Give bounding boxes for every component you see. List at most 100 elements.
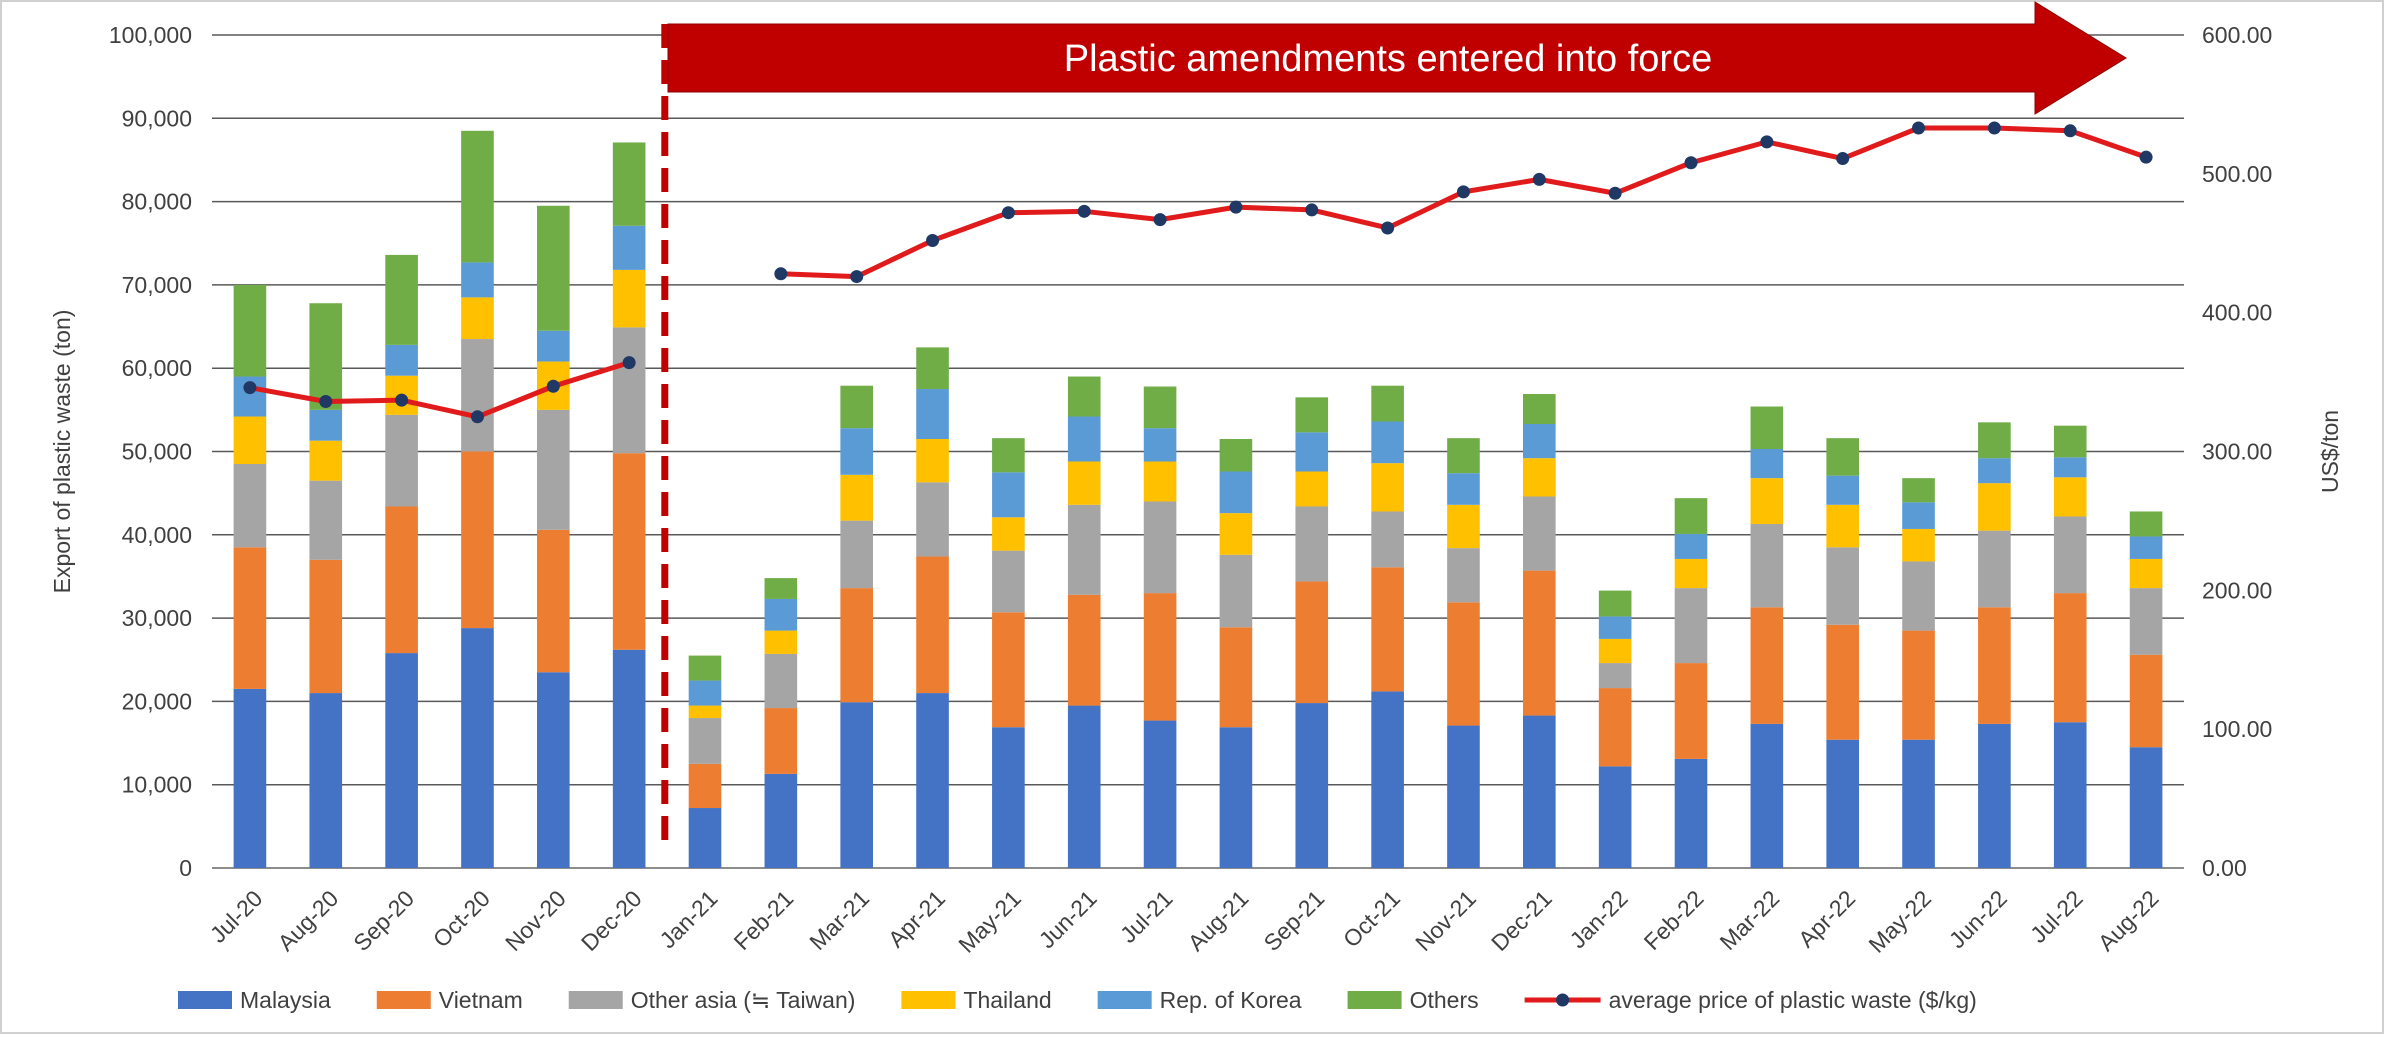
bar-segment-others: [1902, 478, 1935, 503]
bar-segment-other-asia-taiwan: [916, 482, 949, 557]
legend-swatch: [1097, 991, 1152, 1009]
bar-segment-thailand: [1067, 461, 1101, 505]
bar-segment-malaysia: [1523, 715, 1556, 868]
bar-segment-rep-of-korea: [385, 344, 418, 376]
price-point: [1987, 121, 2001, 135]
y2-tick-label: 200.00: [2202, 577, 2272, 603]
bar-segment-other-asia-taiwan: [1750, 523, 1784, 608]
x-tick-label: Jul-21: [1115, 885, 1178, 948]
bar-segment-thailand: [916, 439, 949, 483]
bar-segment-vietnam: [1143, 593, 1177, 721]
x-tick-label: Apr-21: [883, 885, 950, 952]
y-tick-label: 80,000: [122, 189, 192, 215]
bar-segment-malaysia: [1902, 739, 1935, 868]
x-tick-label: Dec-20: [576, 885, 647, 956]
legend-label: Malaysia: [240, 987, 331, 1013]
bar-segment-others: [1447, 438, 1480, 474]
bar-segment-vietnam: [764, 708, 798, 774]
bar-segment-rep-of-korea: [840, 428, 873, 475]
bar-segment-thailand: [1902, 528, 1935, 562]
bar-segment-malaysia: [2129, 747, 2163, 868]
bar-segment-other-asia-taiwan: [1143, 501, 1177, 594]
bar-segment-malaysia: [916, 693, 949, 868]
x-tick-label: Mar-22: [1714, 885, 1784, 955]
bar-segment-others: [1143, 386, 1177, 429]
price-point: [1381, 221, 1395, 235]
bar-segment-vietnam: [1674, 663, 1708, 759]
y-tick-label: 60,000: [122, 355, 192, 381]
x-tick-label: May-22: [1863, 885, 1936, 958]
price-point: [1456, 185, 1470, 199]
bar-segment-others: [688, 655, 722, 681]
legend-label: Vietnam: [439, 987, 523, 1013]
price-point: [243, 381, 257, 395]
bar-segment-thailand: [840, 474, 873, 521]
y2-tick-label: 0.00: [2202, 855, 2247, 881]
x-tick-label: Oct-21: [1338, 885, 1405, 952]
bar-segment-vietnam: [1447, 602, 1480, 726]
bar-segment-thailand: [1143, 461, 1177, 502]
y-tick-label: 0: [179, 855, 192, 881]
bar-segment-other-asia-taiwan: [537, 409, 570, 530]
bar-segment-other-asia-taiwan: [840, 520, 873, 589]
bar-segment-malaysia: [1371, 691, 1404, 868]
bar-segment-other-asia-taiwan: [1523, 496, 1556, 571]
bar-segment-rep-of-korea: [1598, 616, 1632, 639]
bar-segment-vietnam: [840, 588, 873, 703]
price-point: [2063, 124, 2077, 138]
bar-segment-others: [2053, 425, 2087, 458]
bar-segment-others: [1750, 406, 1784, 450]
bar-segment-vietnam: [1067, 594, 1101, 706]
price-point: [1153, 213, 1167, 227]
y-tick-label: 100,000: [109, 22, 192, 48]
bar-segment-malaysia: [537, 672, 570, 868]
bar-segment-rep-of-korea: [1295, 432, 1329, 472]
bar-segment-malaysia: [385, 653, 418, 868]
bar-segment-rep-of-korea: [1219, 471, 1253, 514]
price-point: [622, 356, 636, 370]
bar-segment-thailand: [1598, 638, 1632, 664]
price-point: [1001, 206, 1015, 220]
bar-segment-rep-of-korea: [1143, 428, 1177, 462]
y-tick-label: 10,000: [122, 772, 192, 798]
bar-segment-other-asia-taiwan: [385, 414, 418, 507]
price-point: [926, 233, 940, 247]
y-tick-label: 30,000: [122, 605, 192, 631]
bar-segment-others: [385, 254, 418, 345]
bar-segment-rep-of-korea: [2129, 536, 2163, 559]
price-line: [249, 360, 630, 420]
bar-segment-thailand: [1447, 504, 1480, 549]
bar-segment-others: [764, 578, 798, 599]
bar-segment-rep-of-korea: [1978, 458, 2011, 484]
bar-segment-thailand: [2129, 558, 2163, 589]
bar-segment-rep-of-korea: [1826, 475, 1859, 505]
bar-segment-thailand: [688, 705, 722, 719]
bar-segment-others: [1219, 439, 1253, 472]
price-point: [319, 395, 333, 409]
x-tick-label: Jul-22: [2025, 885, 2088, 948]
bar-segment-other-asia-taiwan: [992, 550, 1025, 613]
y2-tick-label: 400.00: [2202, 300, 2272, 326]
bar-segment-malaysia: [992, 727, 1025, 868]
bar-segment-others: [1598, 590, 1632, 617]
bar-segment-thailand: [1371, 463, 1404, 512]
bar-segment-other-asia-taiwan: [1674, 588, 1708, 664]
x-tick-label: Dec-21: [1486, 885, 1557, 956]
bar-segment-thailand: [764, 630, 798, 654]
bar-segment-other-asia-taiwan: [461, 339, 494, 452]
legend-label: Rep. of Korea: [1160, 987, 1302, 1013]
bar-segment-others: [1826, 438, 1859, 476]
bar-segment-vietnam: [1826, 624, 1859, 740]
bar-segment-others: [1371, 385, 1404, 422]
bar-segment-malaysia: [1750, 723, 1784, 868]
x-tick-label: Jul-20: [205, 885, 268, 948]
bar-segment-rep-of-korea: [537, 330, 570, 362]
bar-segment-rep-of-korea: [1067, 416, 1101, 462]
price-point: [1305, 203, 1319, 217]
bar-segment-malaysia: [612, 649, 646, 868]
legend-label: Other asia (≒ Taiwan): [631, 987, 856, 1013]
x-tick-label: Sep-20: [348, 885, 419, 956]
bar-segment-rep-of-korea: [1902, 502, 1935, 529]
